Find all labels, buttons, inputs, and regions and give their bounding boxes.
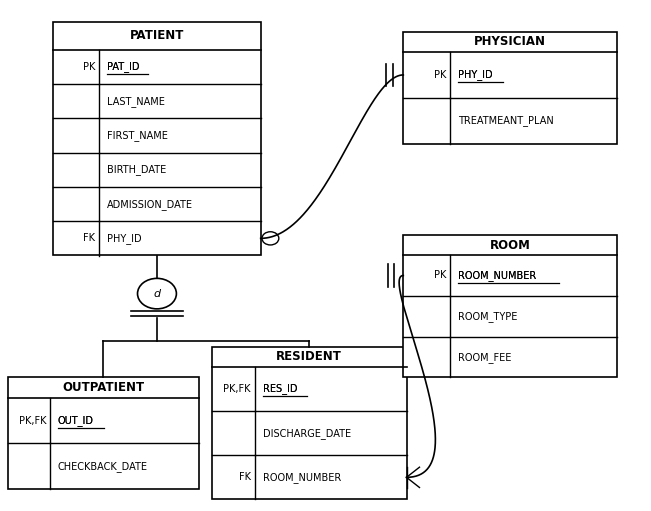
Bar — [212, 347, 406, 499]
Circle shape — [137, 278, 176, 309]
Text: ADMISSION_DATE: ADMISSION_DATE — [107, 199, 193, 210]
Text: RES_ID: RES_ID — [262, 383, 297, 394]
Text: OUT_ID: OUT_ID — [58, 415, 94, 426]
Text: d: d — [154, 289, 161, 298]
Text: RESIDENT: RESIDENT — [277, 351, 342, 363]
Text: PK,FK: PK,FK — [18, 415, 46, 426]
Text: OUT_ID: OUT_ID — [58, 415, 94, 426]
Text: PAT_ID: PAT_ID — [107, 61, 139, 73]
Bar — [53, 22, 260, 256]
Text: CHECKBACK_DATE: CHECKBACK_DATE — [58, 461, 148, 472]
Text: FIRST_NAME: FIRST_NAME — [107, 130, 167, 141]
Text: RES_ID: RES_ID — [262, 383, 297, 394]
Text: PAT_ID: PAT_ID — [107, 61, 139, 73]
Text: PK: PK — [83, 62, 95, 72]
Text: ROOM_TYPE: ROOM_TYPE — [458, 311, 518, 322]
Text: BIRTH_DATE: BIRTH_DATE — [107, 165, 166, 175]
Text: OUTPATIENT: OUTPATIENT — [62, 381, 145, 394]
Text: ROOM_NUMBER: ROOM_NUMBER — [262, 472, 341, 483]
Text: PHYSICIAN: PHYSICIAN — [474, 35, 546, 49]
Text: ROOM_FEE: ROOM_FEE — [458, 352, 512, 362]
Text: PHY_ID: PHY_ID — [458, 69, 493, 80]
Text: FK: FK — [239, 472, 251, 482]
Text: PK: PK — [434, 70, 447, 80]
Bar — [403, 32, 617, 144]
Text: FK: FK — [83, 234, 95, 243]
Text: PHY_ID: PHY_ID — [458, 69, 493, 80]
Text: PHY_ID: PHY_ID — [107, 233, 141, 244]
Text: TREATMEANT_PLAN: TREATMEANT_PLAN — [458, 115, 554, 126]
Text: PATIENT: PATIENT — [130, 29, 184, 42]
Text: ROOM: ROOM — [490, 239, 531, 251]
Bar — [403, 235, 617, 378]
Text: ROOM_NUMBER: ROOM_NUMBER — [458, 270, 536, 281]
Text: LAST_NAME: LAST_NAME — [107, 96, 165, 107]
Bar — [8, 378, 199, 489]
Text: ROOM_NUMBER: ROOM_NUMBER — [458, 270, 536, 281]
Text: PK: PK — [434, 270, 447, 281]
Text: DISCHARGE_DATE: DISCHARGE_DATE — [262, 428, 351, 438]
Text: PK,FK: PK,FK — [223, 384, 251, 394]
